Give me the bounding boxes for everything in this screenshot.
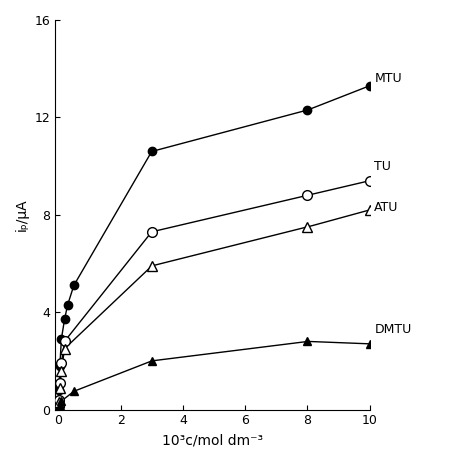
X-axis label: 10³c/mol dm⁻³: 10³c/mol dm⁻³ (162, 433, 263, 447)
Text: ATU: ATU (374, 201, 399, 214)
Y-axis label: iₚ/μA: iₚ/μA (15, 199, 29, 231)
Text: MTU: MTU (374, 72, 402, 85)
Text: DMTU: DMTU (374, 323, 411, 336)
Text: TU: TU (374, 159, 391, 173)
